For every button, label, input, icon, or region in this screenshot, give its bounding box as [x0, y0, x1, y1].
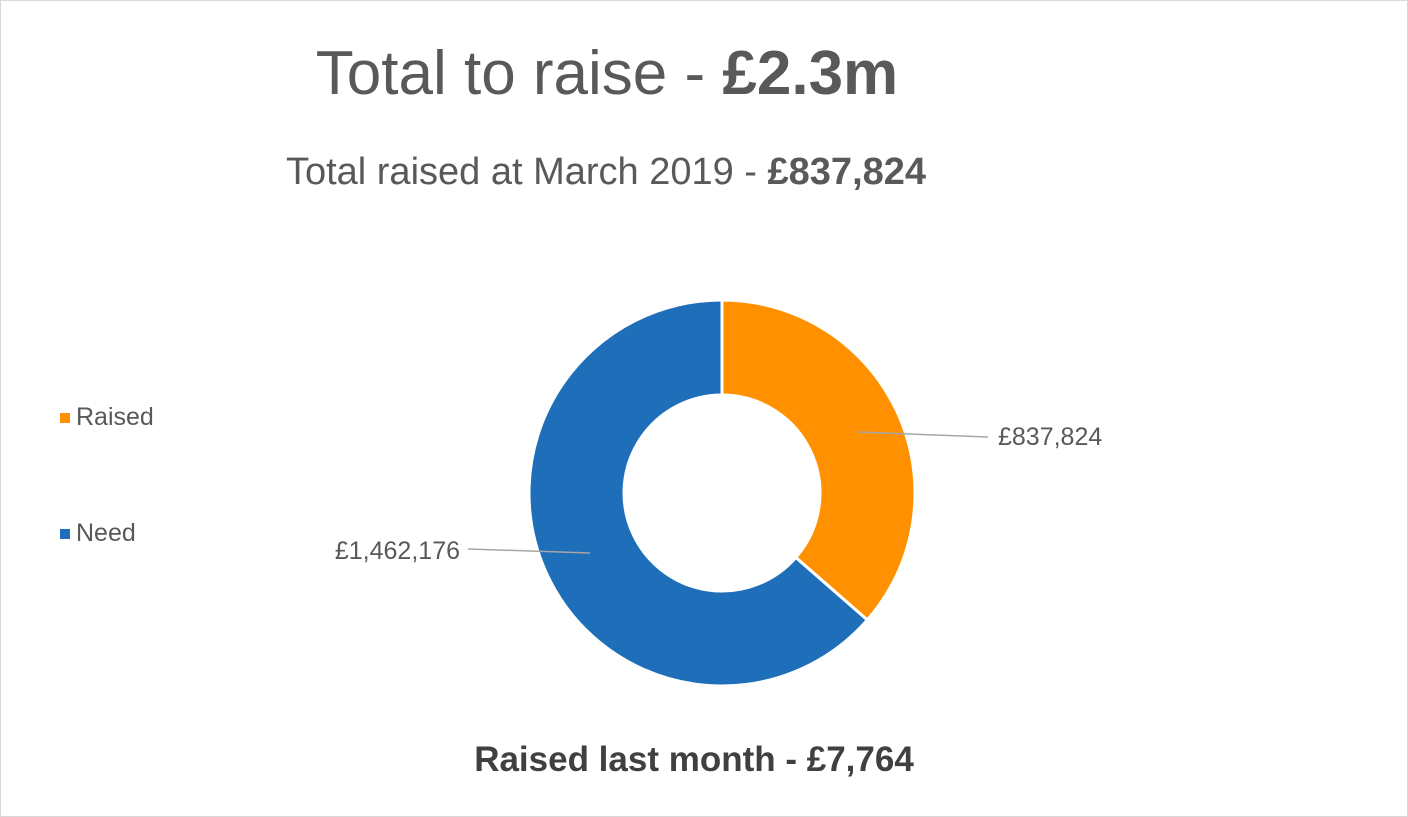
legend-item-raised: Raised [60, 403, 154, 432]
leader-line-need [467, 548, 591, 554]
chart-subtitle-prefix: Total raised at March 2019 - [285, 151, 768, 193]
slice-need [527, 298, 870, 688]
data-label-need: £1,462,176 [335, 537, 460, 565]
legend-label-raised: Raised [76, 403, 154, 431]
chart-title: Total to raise - £2.3m [0, 36, 1214, 112]
legend-swatch-need [60, 528, 70, 539]
leader-line-raised [856, 431, 989, 438]
chart-title-prefix: Total to raise - [315, 39, 723, 108]
legend-item-need: Need [60, 519, 136, 548]
chart-title-value: £2.3m [722, 39, 899, 108]
chart-subtitle-value: £837,824 [767, 151, 927, 193]
data-label-raised: £837,824 [998, 423, 1102, 451]
chart-subtitle: Total raised at March 2019 - £837,824 [0, 148, 1212, 196]
legend-label-need: Need [76, 519, 136, 547]
legend-swatch-raised [60, 412, 70, 423]
raised-last-month: Raised last month - £7,764 [474, 740, 914, 779]
slice-raised [720, 298, 917, 623]
